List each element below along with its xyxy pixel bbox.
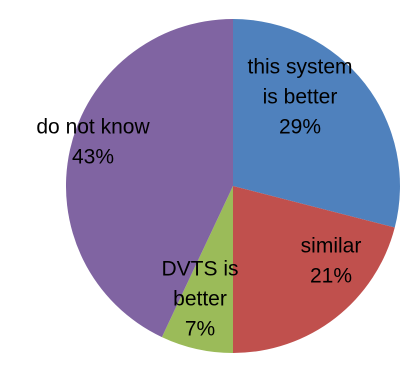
slice-4-category-label: do not know [36,116,150,139]
slice-3-percent-label: 7% [185,318,215,341]
pie-slice-3 [161,186,233,353]
pie-slice-2 [233,186,395,353]
pie-slice-4 [65,19,233,338]
slice-3-category-label: better [173,288,227,311]
slice-2-percent-label: 21% [310,265,352,288]
slice-1-category-label: is better [263,86,338,109]
pie-slices [65,19,400,353]
slice-3-category-label: DVTS is [161,258,238,281]
slice-1-percent-label: 29% [279,116,321,139]
slice-2-category-label: similar [301,235,362,258]
slice-4-percent-label: 43% [72,146,114,169]
slice-1-category-label: this system [247,56,352,79]
pie-labels: this system is better 29% similar 21% DVTS is… [36,56,361,341]
pie-slice-1 [233,19,400,228]
